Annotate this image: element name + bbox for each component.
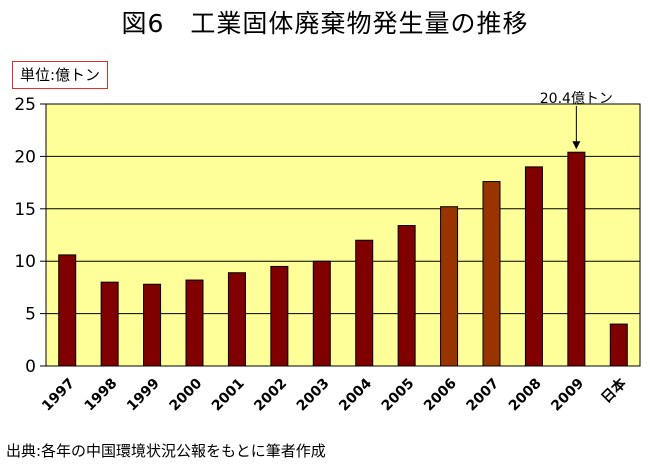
x-tick-label: 2001 <box>209 376 248 415</box>
x-tick-label: 2000 <box>166 375 205 414</box>
bar-2006 <box>440 206 459 367</box>
annotation-arrow-head <box>572 141 581 150</box>
bar-2001 <box>227 272 246 367</box>
x-tick-label: 1999 <box>124 376 163 415</box>
x-tick-label: 2007 <box>463 376 502 415</box>
bar-2002 <box>270 265 289 367</box>
x-tick-label: 日本 <box>598 374 631 407</box>
y-tick-label: 25 <box>14 95 36 115</box>
bar-2004 <box>355 239 374 367</box>
source-note: 出典:各年の中国環境状況公報をもとに筆者作成 <box>6 442 326 460</box>
y-tick-label: 15 <box>14 200 36 220</box>
bar-2009 <box>567 151 586 367</box>
annotations: 20.4億トン <box>540 91 613 150</box>
x-tick-label: 1997 <box>39 376 78 415</box>
bar-2008 <box>524 166 543 367</box>
chart-title: 図6 工業固体廃棄物発生量の推移 <box>121 9 529 38</box>
x-tick-label: 2006 <box>421 376 460 415</box>
x-tick-label: 2003 <box>294 376 333 415</box>
plot-area <box>45 103 641 367</box>
bar-2007 <box>482 181 501 367</box>
y-tick-label: 10 <box>14 252 36 272</box>
bar-1999 <box>143 283 162 367</box>
x-tick-label: 2002 <box>251 376 290 415</box>
bar-1997 <box>58 254 77 367</box>
y-tick-label: 5 <box>25 305 36 325</box>
x-tick-label: 2008 <box>506 376 545 415</box>
y-tick-label: 0 <box>25 357 36 377</box>
bar-1998 <box>100 281 119 367</box>
unit-label: 単位:億トン <box>12 61 109 89</box>
bar-2003 <box>312 260 331 367</box>
x-tick-label: 2009 <box>548 376 587 415</box>
y-tick-label: 20 <box>14 147 36 167</box>
x-tick-label: 2004 <box>336 375 375 414</box>
bar-日本 <box>609 323 628 367</box>
axes <box>40 103 640 367</box>
annotation-label: 20.4億トン <box>540 91 613 107</box>
x-tick-label: 1998 <box>82 376 121 415</box>
bar-2000 <box>185 279 204 367</box>
bar-2005 <box>397 225 416 367</box>
x-tick-label: 2005 <box>379 376 418 415</box>
